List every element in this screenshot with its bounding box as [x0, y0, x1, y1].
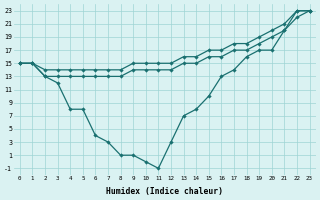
X-axis label: Humidex (Indice chaleur): Humidex (Indice chaleur) [106, 187, 223, 196]
